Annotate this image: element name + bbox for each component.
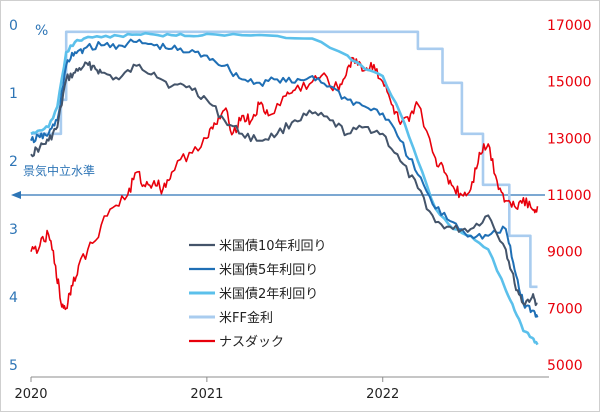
neutral-level-arrowhead: [11, 191, 21, 199]
series-us10y-line: [30, 61, 538, 307]
series-nasdaq-line: [30, 56, 539, 311]
legend-item-us2y: 米国債2年利回り: [189, 287, 318, 302]
series-us2y-line: [30, 31, 539, 346]
right-axis-tick-label: 11000: [547, 188, 592, 204]
x-tick-label: 2022: [366, 387, 399, 402]
neutral-level-label: 景気中立水準: [23, 163, 95, 178]
right-axis-tick-label: 9000: [547, 245, 583, 261]
legend-item-us10y: 米国債10年利回り: [189, 239, 327, 254]
left-axis-tick-label: 1: [9, 86, 18, 102]
left-axis-tick-label: 0: [9, 18, 18, 34]
left-axis-tick-label: 5: [9, 358, 18, 374]
x-tick-label: 2020: [14, 387, 47, 402]
series-ff-rate-line: [31, 30, 538, 289]
legend-item-us5y: 米国債5年利回り: [189, 263, 318, 278]
right-axis-tick-label: 5000: [547, 358, 583, 374]
legend-label: 米国債10年利回り: [219, 239, 327, 254]
left-axis-unit-label: %: [35, 23, 48, 39]
legend-label: 米FF金利: [219, 310, 273, 326]
legend-label: 米国債5年利回り: [219, 263, 318, 278]
legend-item-ff-rate: 米FF金利: [189, 310, 273, 326]
right-axis-tick-label: 17000: [547, 18, 592, 34]
right-axis-tick-label: 13000: [547, 131, 592, 147]
right-axis-tick-label: 7000: [547, 301, 583, 317]
x-tick-label: 2021: [190, 387, 223, 402]
legend-item-nasdaq: ナスダック: [189, 335, 284, 350]
left-axis-tick-label: 4: [9, 290, 18, 306]
right-axis-tick-label: 15000: [547, 75, 592, 91]
legend-label: ナスダック: [219, 335, 284, 350]
left-axis-tick-label: 3: [9, 222, 18, 238]
series-us5y-line: [30, 38, 539, 318]
legend-label: 米国債2年利回り: [219, 287, 318, 302]
left-axis-tick-label: 2: [9, 154, 18, 170]
